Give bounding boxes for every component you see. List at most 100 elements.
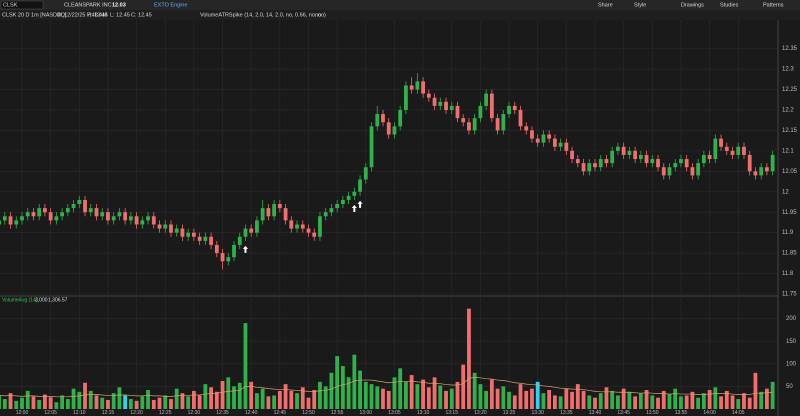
- symbol[interactable]: CLSK: [3, 3, 18, 9]
- candle-body: [484, 93, 489, 106]
- candle-body: [352, 191, 357, 196]
- volume-bar: [656, 397, 660, 409]
- candle-body: [547, 134, 552, 139]
- volume-bar: [570, 391, 574, 409]
- candle-body: [180, 228, 185, 237]
- x-tick-label: 13:10: [417, 410, 430, 416]
- candle-body: [656, 159, 660, 168]
- volume-bar: [0, 395, 1, 409]
- legend-item: C: 12.45: [131, 13, 152, 19]
- volume-bar: [736, 399, 741, 409]
- candle-body: [83, 199, 87, 213]
- candle-body: [667, 167, 672, 176]
- toolbar-button[interactable]: Drawings: [681, 3, 704, 9]
- candle-body: [65, 208, 70, 213]
- candle-body: [94, 208, 99, 217]
- candle-body: [111, 216, 116, 221]
- candle-body: [444, 101, 448, 110]
- volume-bar: [438, 385, 443, 409]
- volume-bar: [352, 354, 357, 409]
- candle-body: [432, 97, 437, 106]
- volume-bar: [449, 388, 454, 409]
- volume-bar: [621, 388, 626, 409]
- candle-body: [375, 114, 380, 127]
- volume-legend: 3,000 1,306.57: [35, 297, 68, 303]
- x-tick-label: 13:05: [388, 410, 401, 416]
- volume-bar: [54, 402, 59, 409]
- candle-body: [518, 109, 523, 127]
- legend: D: 12/22/25 7:48 AMH: 12.45 L: 12.45 C: 12…: [57, 13, 326, 19]
- volume-bar: [633, 396, 638, 409]
- x-tick-label: 12:00: [16, 410, 29, 416]
- volume-bar: [363, 381, 368, 409]
- volume-bar: [610, 390, 615, 409]
- volume-bar: [690, 391, 695, 409]
- volume-bar: [673, 388, 678, 409]
- y-tick-label: 12.05: [782, 169, 798, 175]
- candle-body: [638, 154, 643, 160]
- volume-bar: [358, 370, 362, 409]
- signal-arrow: [242, 245, 249, 253]
- company: CLEANSPARK INC: [64, 3, 112, 9]
- volume-bar: [335, 356, 340, 409]
- toolbar-button[interactable]: Patterns: [763, 3, 784, 9]
- candle-body: [541, 134, 546, 143]
- volume-bar: [289, 390, 294, 409]
- candle-body: [243, 228, 248, 237]
- candle-body: [174, 228, 179, 233]
- candle-body: [8, 216, 13, 225]
- toolbar-button[interactable]: Share: [598, 3, 613, 9]
- volume-bar: [71, 388, 76, 409]
- volume-bar: [535, 381, 540, 409]
- candle-body: [249, 228, 254, 233]
- volume-bar: [329, 372, 334, 409]
- candle-body: [237, 236, 242, 245]
- legend-item: VolumeATRSpike (14, 2.0, 14, 2.0, no, 0.…: [200, 13, 326, 19]
- volume-bar: [684, 395, 689, 409]
- candle-body: [37, 208, 42, 217]
- x-tick-label: 12:40: [245, 410, 258, 416]
- candle-body: [43, 208, 47, 213]
- volume-bar: [277, 390, 282, 409]
- engine[interactable]: EXTO Engine: [154, 3, 188, 9]
- candle-body: [25, 212, 30, 217]
- x-tick-label: 14:05: [732, 410, 745, 416]
- volume-bar: [616, 395, 620, 409]
- legend-item: L: 12.45: [110, 13, 130, 19]
- candle-body: [507, 105, 511, 115]
- volume-bar: [272, 395, 277, 409]
- volume-bar: [478, 384, 483, 409]
- candle-body: [289, 220, 294, 229]
- volume-bar: [226, 377, 231, 409]
- volume-bar: [696, 397, 701, 409]
- candle-body: [14, 220, 19, 225]
- volume-bar: [398, 368, 403, 409]
- candle-body: [770, 154, 775, 172]
- candle-body: [140, 220, 145, 225]
- candle-body: [421, 81, 425, 94]
- candle-body: [335, 204, 340, 209]
- candle-body: [461, 118, 466, 123]
- x-tick-label: 12:35: [216, 410, 229, 416]
- volume-bar: [237, 382, 242, 409]
- volume-bar: [719, 396, 723, 409]
- symbol-input[interactable]: [0, 0, 44, 10]
- volume-bar: [2, 399, 7, 409]
- candle-body: [272, 204, 277, 217]
- toolbar-button[interactable]: Studies: [720, 3, 739, 9]
- candle-body: [673, 163, 678, 168]
- y-tick-label: 12.2: [782, 108, 794, 114]
- toolbar-button[interactable]: Style: [634, 3, 646, 9]
- volume-bar: [128, 399, 133, 409]
- candle-body: [449, 105, 454, 110]
- candle-body: [48, 212, 53, 221]
- x-tick-label: 13:40: [589, 410, 602, 416]
- candle-body: [610, 150, 615, 164]
- candle-body: [467, 122, 471, 131]
- candle-body: [312, 232, 317, 237]
- candle-body: [409, 85, 414, 90]
- candle-body: [214, 244, 219, 254]
- candle-body: [575, 159, 580, 164]
- candle-body: [283, 208, 288, 221]
- volume-bar: [8, 393, 13, 409]
